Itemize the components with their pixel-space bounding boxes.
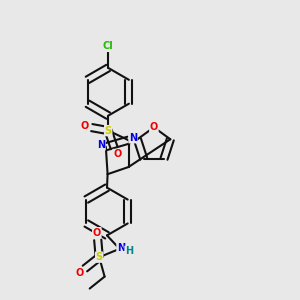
Text: S: S — [105, 126, 112, 136]
Text: O: O — [80, 121, 88, 131]
Text: O: O — [93, 228, 101, 238]
Text: S: S — [96, 252, 103, 262]
Text: O: O — [113, 149, 121, 160]
Text: Cl: Cl — [103, 41, 114, 51]
Text: O: O — [150, 122, 158, 132]
Text: H: H — [125, 246, 133, 256]
Text: O: O — [75, 268, 84, 278]
Text: N: N — [97, 140, 105, 150]
Text: N: N — [117, 243, 125, 253]
Text: N: N — [129, 133, 137, 143]
